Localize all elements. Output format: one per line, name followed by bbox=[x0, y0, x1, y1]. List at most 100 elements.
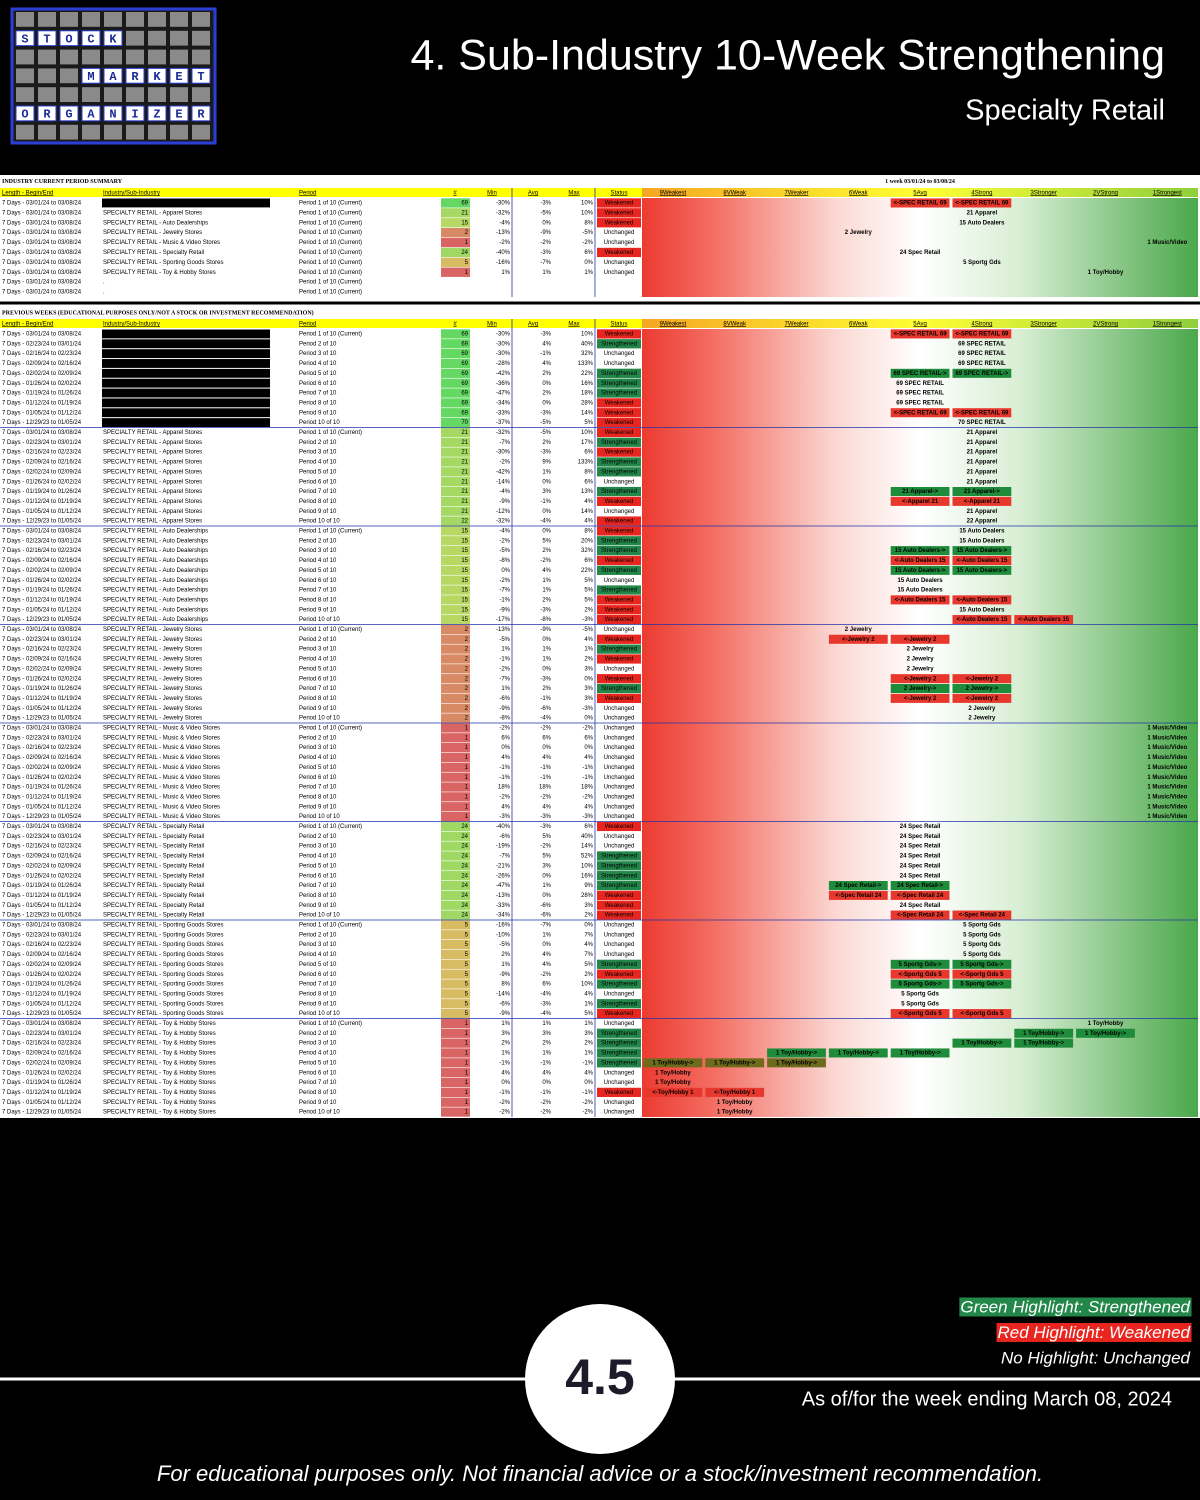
min: 4% bbox=[501, 804, 510, 810]
length: 7 Days - 01/26/24 to 02/02/24 bbox=[2, 972, 82, 978]
avg: 4% bbox=[542, 361, 551, 367]
min: -5% bbox=[499, 637, 510, 643]
period: Period 5 of 10 bbox=[299, 962, 337, 968]
period: Period 6 of 10 bbox=[299, 1070, 337, 1076]
length: 7 Days - 02/23/24 to 03/01/24 bbox=[2, 440, 82, 446]
legend-entry: No Highlight: Unchanged bbox=[1001, 1348, 1191, 1367]
avg: -2% bbox=[540, 240, 551, 246]
count-cell bbox=[441, 257, 470, 267]
count: 69 bbox=[461, 341, 468, 347]
length: 7 Days - 01/12/24 to 01/19/24 bbox=[2, 794, 82, 800]
max: 5% bbox=[584, 597, 593, 603]
count: 5 bbox=[465, 972, 469, 978]
avg: 0% bbox=[542, 745, 551, 751]
max: 2% bbox=[584, 972, 593, 978]
status-cell bbox=[597, 979, 641, 989]
rank-highlight bbox=[643, 1058, 703, 1068]
rank-highlight bbox=[828, 881, 888, 891]
status: Weakened bbox=[605, 519, 634, 525]
max: 5% bbox=[584, 420, 593, 426]
logo-tile bbox=[148, 124, 166, 140]
count: 21 bbox=[461, 479, 468, 485]
length: 7 Days - 03/01/24 to 03/08/24 bbox=[2, 270, 82, 276]
period: Period 3 of 10 bbox=[299, 745, 337, 751]
max: -1% bbox=[582, 765, 593, 771]
industry: SPECIALTY RETAIL - Auto Dealerships bbox=[103, 578, 208, 584]
count: 5 bbox=[465, 1001, 469, 1007]
industry: SPECIALTY RETAIL - Jewelry Stores bbox=[103, 686, 202, 692]
industry: SPECIALTY RETAIL - Apparel Stores bbox=[103, 210, 202, 216]
min: -42% bbox=[496, 469, 511, 475]
avg: 2% bbox=[542, 391, 551, 397]
column-header: Avg bbox=[528, 321, 538, 327]
period: Period 9 of 10 bbox=[299, 1001, 337, 1007]
status-cell bbox=[597, 447, 641, 457]
min: -40% bbox=[496, 250, 511, 256]
rank-label: 24 Spec Retail bbox=[900, 250, 941, 256]
logo: STOCK MARKET ORGANIZER bbox=[15, 12, 211, 140]
logo-letter-box bbox=[59, 30, 79, 47]
period: Period 4 of 10 bbox=[299, 755, 337, 761]
logo-letter-box bbox=[15, 105, 35, 122]
rank-highlight bbox=[952, 595, 1012, 605]
period: Period 8 of 10 bbox=[299, 499, 337, 505]
min: -1% bbox=[499, 1060, 510, 1066]
count: 15 bbox=[461, 617, 468, 623]
logo-tile bbox=[126, 87, 144, 102]
logo-tile bbox=[104, 12, 122, 27]
rank-highlight bbox=[952, 546, 1012, 556]
avg: 4% bbox=[542, 962, 551, 968]
count: 21 bbox=[461, 460, 468, 466]
rank-label: 2 Jewelry bbox=[907, 657, 935, 663]
count-cell bbox=[441, 674, 470, 684]
industry: SPECIALTY RETAIL - Sporting Goods Stores bbox=[103, 982, 224, 988]
min: -7% bbox=[499, 440, 510, 446]
min: -47% bbox=[496, 883, 511, 889]
max: -5% bbox=[582, 627, 593, 633]
footer: 4.5 As of/for the week ending March 08, … bbox=[0, 1297, 1200, 1486]
count: 1 bbox=[465, 1080, 469, 1086]
avg: 5% bbox=[542, 834, 551, 840]
count: 5 bbox=[465, 1011, 469, 1017]
legend-swatch bbox=[996, 1322, 1192, 1342]
count-cell bbox=[441, 664, 470, 674]
length: 7 Days - 03/01/24 to 03/08/24 bbox=[2, 240, 82, 246]
avg: 18% bbox=[539, 785, 552, 791]
rank-label: 1 Music/Video bbox=[1147, 240, 1187, 246]
count: 21 bbox=[461, 469, 468, 475]
avg: 0% bbox=[542, 1080, 551, 1086]
rank-label: <-Toy/Hobby 1 bbox=[714, 1090, 756, 1096]
rank-highlight bbox=[890, 555, 950, 565]
period: Period 7 of 10 bbox=[299, 883, 337, 889]
avg: -6% bbox=[540, 903, 551, 909]
rank-label: 69 SPEC RETAIL bbox=[958, 361, 1006, 367]
rank-highlight bbox=[890, 959, 950, 969]
count: 15 bbox=[461, 597, 468, 603]
industry: SPECIALTY RETAIL - Sporting Goods Stores bbox=[103, 991, 224, 997]
max: 5% bbox=[584, 588, 593, 594]
industry: SPECIALTY RETAIL - Apparel Stores bbox=[103, 430, 202, 436]
rank-label: 1 Music/Video bbox=[1147, 755, 1187, 761]
rank-highlight bbox=[828, 634, 888, 644]
industry: SPECIALTY RETAIL bbox=[103, 351, 158, 357]
min: -26% bbox=[496, 873, 511, 879]
count-cell bbox=[441, 218, 470, 228]
status-cell bbox=[597, 198, 641, 208]
status: Unchanged bbox=[604, 735, 635, 741]
avg: 0% bbox=[542, 942, 551, 948]
avg: -3% bbox=[540, 332, 551, 338]
count-cell bbox=[441, 1028, 470, 1038]
length: 7 Days - 02/02/24 to 02/09/24 bbox=[2, 765, 82, 771]
rank-label: 69 SPEC RETAIL bbox=[896, 381, 944, 387]
count-cell bbox=[441, 575, 470, 585]
count: 1 bbox=[465, 775, 469, 781]
status-cell bbox=[597, 674, 641, 684]
logo-letter-box bbox=[81, 67, 101, 84]
rank-label: <-Toy/Hobby 1 bbox=[652, 1090, 694, 1096]
count-cell bbox=[441, 792, 470, 802]
period: Period 1 of 10 (Current) bbox=[299, 201, 362, 207]
max: 18% bbox=[581, 785, 594, 791]
status: Unchanged bbox=[604, 794, 635, 800]
avg: 4% bbox=[542, 952, 551, 958]
